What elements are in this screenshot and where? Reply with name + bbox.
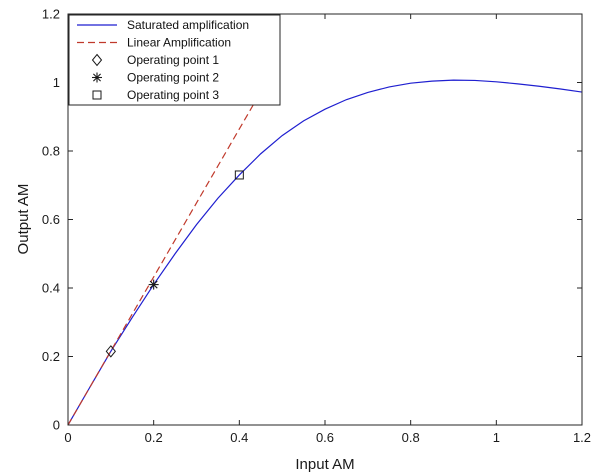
legend-entry: Saturated amplification: [77, 18, 249, 32]
x-tick-label: 0.2: [145, 430, 163, 445]
legend-entry: Operating point 2: [92, 71, 219, 85]
legend-marker-swatch: [92, 72, 102, 83]
square-marker-shape: [92, 90, 102, 100]
linear-amplification-line: [68, 102, 255, 425]
x-tick-label: 1.2: [573, 430, 591, 445]
x-tick-label: 0.8: [402, 430, 420, 445]
plot-frame: [67, 13, 583, 426]
y-tick-label: 1: [53, 75, 60, 90]
legend-box: [68, 14, 281, 106]
y-axis-label: Output AM: [15, 184, 32, 255]
legend-label: Operating point 2: [127, 71, 219, 85]
legend-entry: Linear Amplification: [77, 36, 231, 50]
y-tick-label: 0: [53, 418, 60, 433]
y-tick-label: 1.2: [42, 7, 60, 22]
legend-entry: Operating point 1: [91, 53, 219, 67]
legend-label: Saturated amplification: [127, 18, 249, 32]
legend-label: Linear Amplification: [127, 36, 231, 50]
x-tick-label: 0.4: [230, 430, 248, 445]
y-tick-label: 0.4: [42, 281, 60, 296]
y-tick-label: 0.8: [42, 144, 60, 159]
legend-marker-swatch: [91, 53, 103, 67]
x-tick-label: 0.6: [316, 430, 334, 445]
square-marker-shape: [234, 170, 244, 180]
asterisk-marker-stroke: [149, 280, 158, 289]
series-layer: [68, 79, 582, 425]
x-tick-label: 1: [493, 430, 500, 445]
legend-marker-swatch: [92, 90, 102, 100]
diamond-marker-shape: [105, 345, 116, 358]
x-axis-label: Input AM: [295, 456, 354, 473]
operating-point-2-marker: [148, 279, 159, 290]
x-tick-label: 0: [64, 430, 71, 445]
operating-point-1-marker: [105, 345, 116, 358]
operating-point-3-marker: [234, 170, 244, 180]
legend: Saturated amplification Linear Amplificat…: [68, 14, 281, 106]
legend-entry: Operating point 3: [92, 88, 219, 102]
legend-label: Operating point 3: [127, 88, 219, 102]
asterisk-marker-stroke: [93, 73, 101, 82]
y-tick-label: 0.2: [42, 349, 60, 364]
legend-label: Operating point 1: [127, 53, 219, 67]
y-tick-label: 0.6: [42, 212, 60, 227]
diamond-marker-shape: [91, 53, 103, 67]
